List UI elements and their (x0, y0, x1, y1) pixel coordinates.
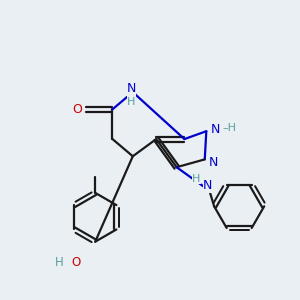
Text: H: H (55, 256, 64, 268)
Text: H: H (192, 174, 200, 184)
Text: N: N (209, 156, 218, 169)
Text: O: O (71, 256, 80, 268)
Text: O: O (72, 103, 82, 116)
Text: N: N (127, 82, 136, 95)
Text: N: N (203, 179, 213, 193)
Text: N: N (211, 123, 220, 136)
Text: –H: –H (223, 123, 237, 133)
Text: H: H (127, 97, 135, 106)
